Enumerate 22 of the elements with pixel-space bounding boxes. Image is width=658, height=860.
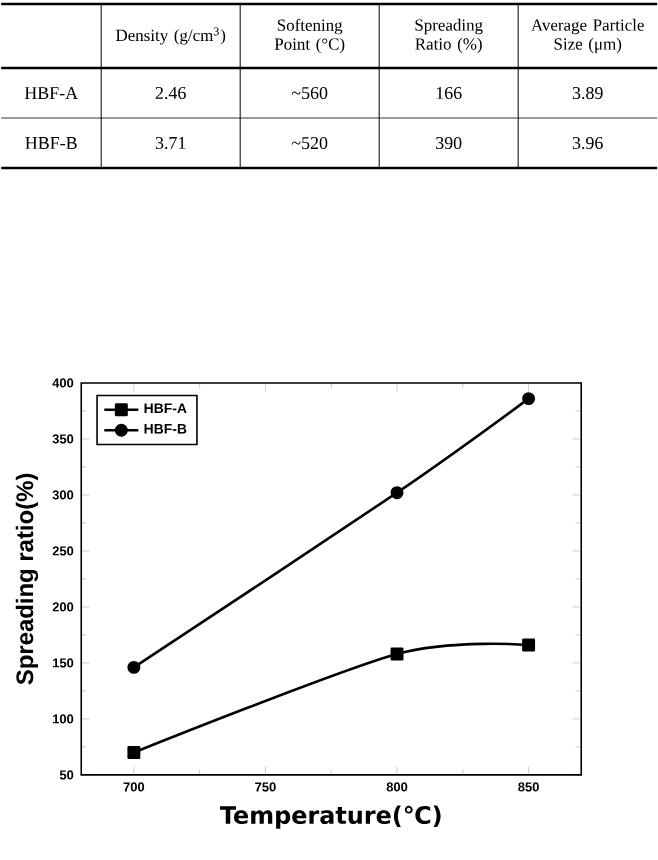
text: 2.46 <box>155 86 186 100</box>
category-label: Density (g/cm$^{3}$) <box>115 27 225 45</box>
category-label: HBF-A <box>24 87 78 99</box>
point <box>127 660 141 674</box>
category-label: HBF-B <box>25 137 77 149</box>
category-label: Spreading Ratio (%) <box>415 18 483 54</box>
text: 3.96 <box>572 136 603 150</box>
point <box>127 746 141 759</box>
x-axis-title: Temperature(℃) <box>219 805 441 829</box>
y-axis-title: Spreading ratio(%) <box>15 473 38 685</box>
point <box>521 392 535 406</box>
text: 166 <box>436 86 462 100</box>
point <box>390 486 404 500</box>
text: 390 <box>435 136 462 150</box>
text: 3.71 <box>155 136 186 150</box>
text: ~520 <box>291 136 328 150</box>
category-label: Softening Point (°C) <box>274 18 345 54</box>
text: 3.89 <box>572 86 603 100</box>
point <box>390 647 404 661</box>
text: ~560 <box>291 86 328 100</box>
category-label: Average Particle Size (μm) <box>530 18 644 54</box>
point <box>521 638 535 652</box>
